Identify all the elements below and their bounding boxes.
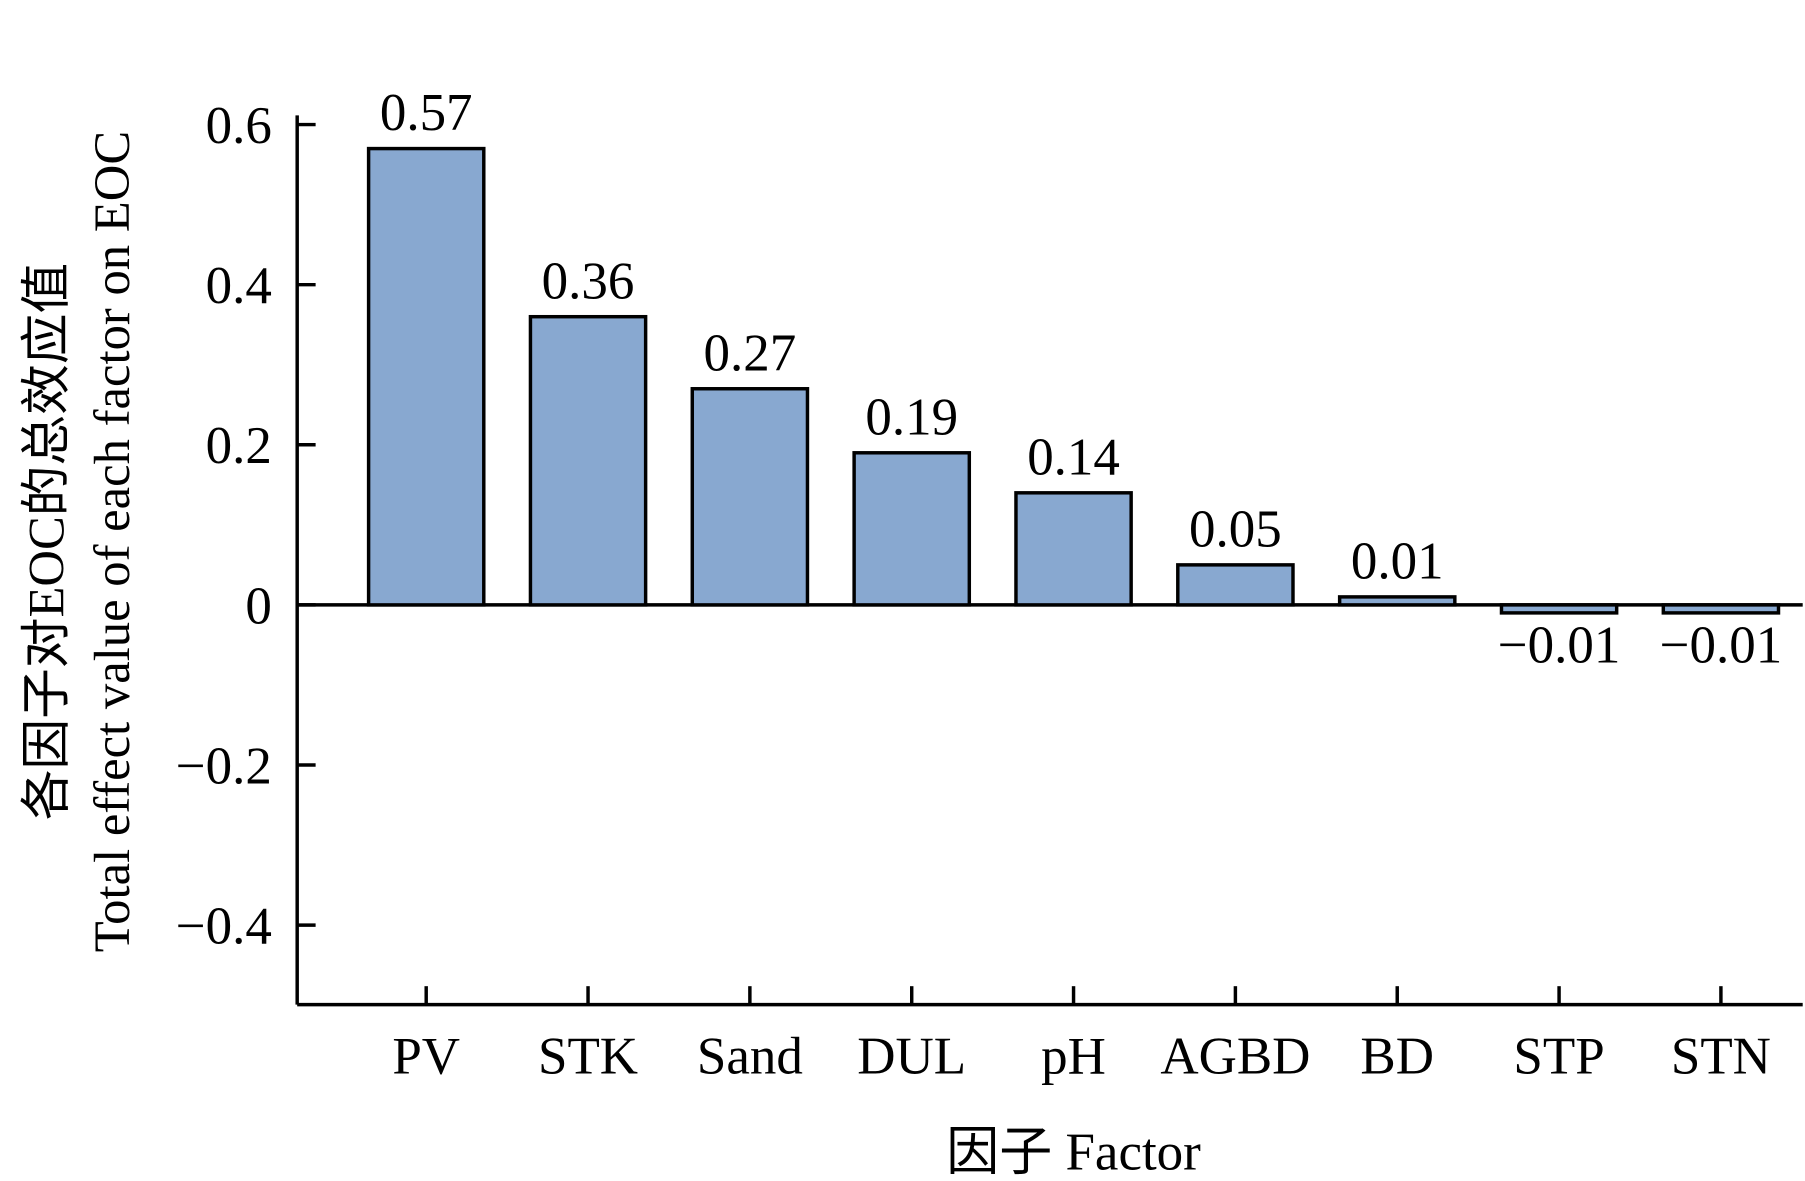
bar — [366, 146, 486, 607]
bar — [1661, 603, 1781, 615]
x-tick-label: Sand — [697, 1028, 803, 1086]
y-axis-title-en: Total effect value of each factor on EOC — [84, 131, 140, 952]
bar — [1176, 563, 1295, 607]
y-tick-label: −0.4 — [176, 898, 272, 956]
bar — [1499, 603, 1619, 615]
data-label: 0.57 — [380, 84, 473, 142]
bar — [528, 314, 648, 607]
data-label: 0.19 — [865, 388, 958, 446]
data-label: 0.36 — [542, 252, 635, 310]
x-tick-label: pH — [1041, 1028, 1106, 1086]
y-axis: 0.6 0.4 0.2 0 −0.2 −0.4 — [176, 97, 316, 1005]
data-label: 0.27 — [704, 324, 797, 382]
bar — [1014, 491, 1133, 607]
x-tick-label: STP — [1513, 1028, 1604, 1086]
y-axis-title-cn: 各因子对EOC的总效应值 — [18, 263, 74, 820]
y-tick-label: 0 — [245, 577, 271, 635]
x-axis: PV STK Sand DUL pH AGBD BD STP STN — [297, 603, 1803, 1086]
data-label: 0.05 — [1189, 500, 1282, 558]
y-tick-label: −0.2 — [176, 737, 272, 795]
bars: 0.57 0.36 0.27 0.19 0.14 0.05 0.01 −0.01 −0.01 — [366, 84, 1783, 674]
x-tick-label: STK — [538, 1028, 638, 1086]
data-label: 0.01 — [1351, 532, 1444, 590]
data-label: −0.01 — [1660, 616, 1783, 674]
x-tick-label: BD — [1360, 1028, 1434, 1086]
y-tick-label: 0.6 — [206, 97, 272, 155]
bar — [1337, 595, 1457, 607]
x-tick-label: DUL — [857, 1028, 966, 1086]
data-label: 0.14 — [1027, 428, 1120, 486]
x-tick-label: PV — [392, 1028, 460, 1086]
y-tick-label: 0.2 — [206, 417, 272, 475]
bar — [852, 451, 972, 607]
y-tick-label: 0.4 — [206, 257, 272, 315]
x-tick-label: STN — [1671, 1028, 1771, 1086]
data-label: −0.01 — [1498, 616, 1621, 674]
x-axis-title: 因子 Factor — [946, 1123, 1201, 1181]
x-tick-label: AGBD — [1160, 1028, 1310, 1086]
bar — [690, 387, 810, 607]
